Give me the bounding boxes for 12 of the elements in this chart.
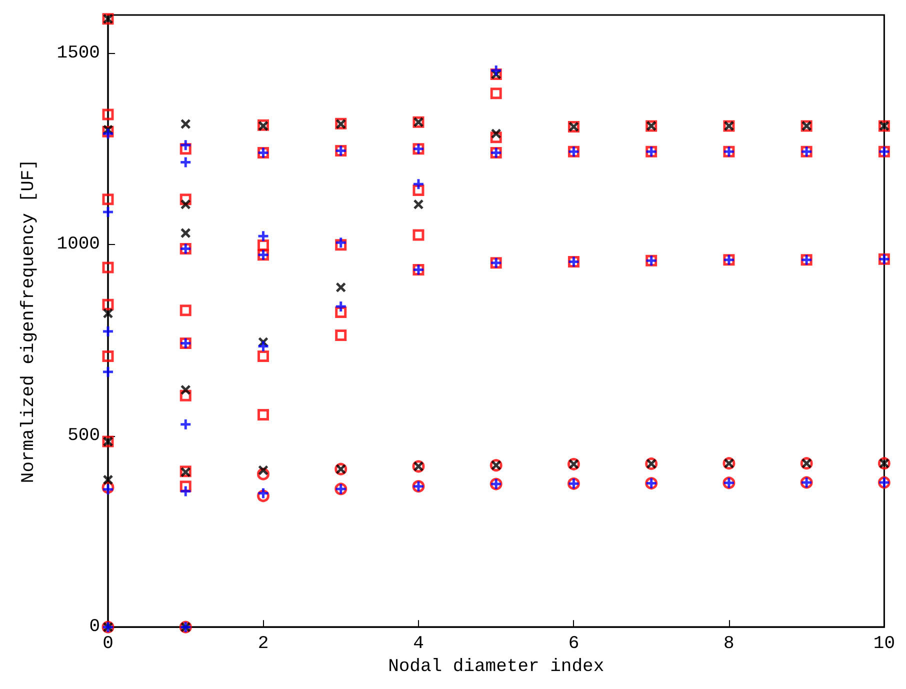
x-tick-label: 0 [102,634,114,654]
y-tick-label: 500 [68,426,100,446]
x-tick-label: 10 [873,634,896,654]
x-tick-label: 8 [724,634,734,654]
x-axis-title: Nodal diameter index [388,657,604,677]
x-tick-label: 4 [413,634,424,654]
y-tick-label: 1500 [56,43,100,64]
y-tick-label: 1000 [56,234,100,255]
y-tick-label: 0 [89,617,100,638]
x-tick-label: 6 [568,634,580,654]
y-axis-title: Normalized eigenfrequency [UF] [19,159,39,484]
x-tick-label: 2 [258,634,269,654]
